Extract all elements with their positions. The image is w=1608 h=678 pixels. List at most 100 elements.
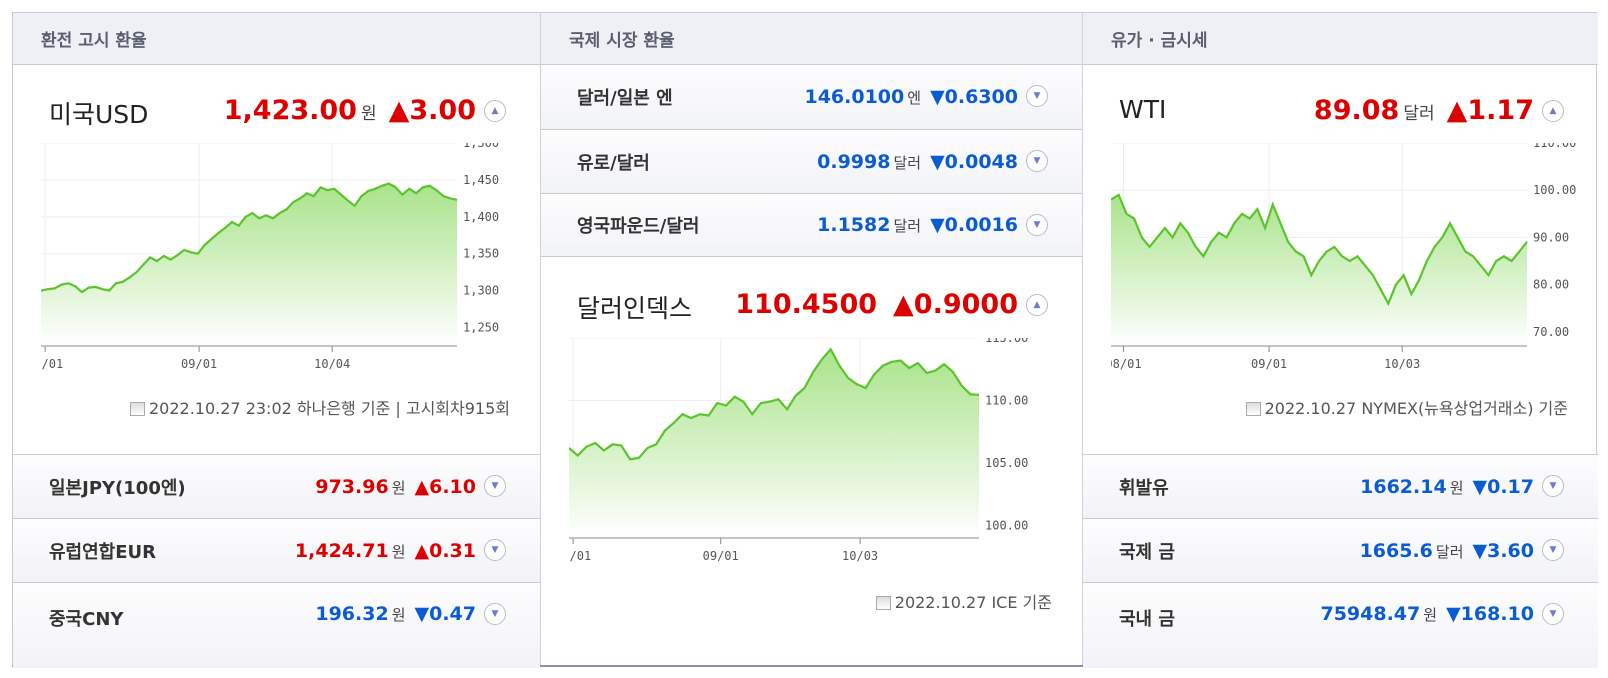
chevron-down-icon[interactable]: ▼ bbox=[1026, 214, 1048, 236]
intl-column: 국제 시장 환율 달러/일본 엔 146.0100 엔 ▼0.6300 ▼ 유로/달… bbox=[541, 13, 1083, 665]
currency-value: 196.32 원 ▼0.47 bbox=[315, 603, 476, 625]
oil-column: 유가 · 금시세 WTI 89.08 달러 ▲1.17 ▲ 110.00 100.… bbox=[1083, 13, 1598, 668]
change-value: ▼0.6300 bbox=[930, 86, 1018, 108]
rate-value: 1.1582 bbox=[817, 214, 891, 236]
unit-label: 엔 bbox=[907, 89, 922, 107]
chevron-up-icon[interactable]: ▲ bbox=[1026, 294, 1048, 316]
source-text: 2022.10.27 NYMEX(뉴욕상업거래소) 기준 bbox=[1264, 399, 1568, 418]
x-tick-label: 09/01 bbox=[1251, 357, 1287, 371]
document-icon bbox=[130, 402, 145, 416]
currency-row[interactable]: 중국CNY 196.32 원 ▼0.47 ▼ bbox=[13, 582, 540, 668]
chevron-up-icon[interactable]: ▲ bbox=[484, 100, 506, 122]
chevron-down-icon[interactable]: ▼ bbox=[1026, 150, 1048, 172]
commodity-name: 국내 금 bbox=[1119, 609, 1175, 630]
rate-value: 973.96 bbox=[315, 475, 389, 498]
currency-name: 유럽연합EUR bbox=[49, 541, 157, 563]
price-value: 1662.14 bbox=[1360, 475, 1447, 498]
wti-chart: 110.00 100.00 90.00 80.00 70.00 08/01 09/01 10/… bbox=[1111, 143, 1576, 371]
y-tick-label: 100.00 bbox=[1533, 183, 1576, 197]
series-line bbox=[569, 347, 980, 461]
area-fill bbox=[41, 183, 457, 346]
unit-label: 원 bbox=[391, 478, 406, 497]
commodity-name: WTI bbox=[1119, 95, 1167, 124]
exchange-column: 환전 고시 환율 미국USD 1,423.00 원 ▲3.00 ▲ 1,500 1… bbox=[13, 13, 541, 668]
chevron-down-icon[interactable]: ▼ bbox=[1026, 85, 1048, 107]
y-tick-label: 110.00 bbox=[985, 394, 1028, 408]
change-value: ▼0.0016 bbox=[930, 214, 1018, 236]
commodity-row[interactable]: 국제 금 1665.6 달러 ▼3.60 ▼ bbox=[1083, 518, 1598, 582]
currency-row[interactable]: 유로/달러 0.9998 달러 ▼0.0048 ▼ bbox=[541, 129, 1082, 193]
currency-row[interactable]: 달러/일본 엔 146.0100 엔 ▼0.6300 ▼ bbox=[541, 65, 1082, 129]
chevron-down-icon[interactable]: ▼ bbox=[1542, 475, 1564, 497]
rate-value: 196.32 bbox=[315, 603, 389, 625]
currency-name: 중국CNY bbox=[49, 609, 124, 630]
chevron-down-icon[interactable]: ▼ bbox=[484, 475, 506, 497]
dxy-value: 110.4500 ▲0.9000 bbox=[735, 289, 1018, 320]
usd-value: 1,423.00 원 ▲3.00 bbox=[224, 95, 476, 126]
x-tick-label: 10/04 bbox=[314, 357, 350, 371]
commodity-row[interactable]: 휘발유 1662.14 원 ▼0.17 ▼ bbox=[1083, 454, 1598, 518]
x-tick-label: 08/01 bbox=[41, 357, 63, 371]
unit-label: 원 bbox=[1449, 478, 1464, 497]
series-line bbox=[41, 182, 458, 294]
unit-label: 달러 bbox=[893, 217, 922, 235]
change-value: ▼3.60 bbox=[1472, 539, 1535, 562]
y-tick-label: 1,300 bbox=[463, 284, 499, 298]
currency-value: 1,424.71 원 ▲0.31 bbox=[295, 540, 476, 562]
y-tick-label: 1,500 bbox=[463, 143, 499, 150]
chevron-down-icon[interactable]: ▼ bbox=[1542, 603, 1564, 625]
currency-row[interactable]: 일본JPY(100엔) 973.96 원 ▲6.10 ▼ bbox=[13, 454, 540, 518]
chevron-down-icon[interactable]: ▼ bbox=[484, 539, 506, 561]
change-value: ▼0.0048 bbox=[930, 150, 1018, 173]
y-tick-label: 110.00 bbox=[1533, 143, 1576, 150]
change-value: ▼0.47 bbox=[414, 603, 477, 625]
currency-name: 미국USD bbox=[49, 100, 149, 129]
commodity-row[interactable]: 국내 금 75948.47 원 ▼168.10 ▼ bbox=[1083, 582, 1598, 668]
currency-value: 973.96 원 ▲6.10 bbox=[315, 476, 476, 498]
series-line bbox=[1111, 193, 1528, 307]
wti-value: 89.08 달러 ▲1.17 bbox=[1314, 95, 1534, 126]
dxy-chart: 115.00 110.00 105.00 100.00 08/01 09/01 10/03 bbox=[569, 338, 1028, 563]
currency-name: 일본JPY(100엔) bbox=[49, 477, 186, 499]
commodity-name: 국제 금 bbox=[1119, 541, 1175, 563]
usd-source: 2022.10.27 23:02 하나은행 기준 | 고시회차915회 bbox=[130, 395, 510, 419]
currency-row[interactable]: 유럽연합EUR 1,424.71 원 ▲0.31 ▼ bbox=[13, 518, 540, 582]
column-header: 유가 · 금시세 bbox=[1083, 13, 1598, 65]
x-tick-label: 10/03 bbox=[1384, 357, 1420, 371]
usd-summary: 미국USD 1,423.00 원 ▲3.00 ▲ bbox=[13, 95, 540, 129]
wti-summary: WTI 89.08 달러 ▲1.17 ▲ bbox=[1083, 95, 1598, 126]
column-header: 환전 고시 환율 bbox=[13, 13, 540, 65]
price-value: 1665.6 bbox=[1359, 539, 1433, 562]
x-tick-label: 10/03 bbox=[842, 549, 878, 563]
chevron-down-icon[interactable]: ▼ bbox=[484, 603, 506, 625]
rate-value: 110.4500 bbox=[735, 289, 878, 320]
commodity-value: 75948.47 원 ▼168.10 bbox=[1320, 603, 1534, 625]
pair-name: 영국파운드/달러 bbox=[577, 216, 700, 237]
market-widget: 환전 고시 환율 미국USD 1,423.00 원 ▲3.00 ▲ 1,500 1… bbox=[12, 12, 1598, 668]
x-tick-label: 09/01 bbox=[181, 357, 217, 371]
change-value: ▲0.31 bbox=[414, 539, 477, 562]
area-fill bbox=[569, 349, 979, 538]
document-icon bbox=[875, 596, 891, 610]
y-tick-label: 105.00 bbox=[985, 456, 1028, 470]
usd-chart: 1,500 1,450 1,400 1,350 1,300 1,250 08/01 09/01… bbox=[41, 143, 499, 371]
y-tick-label: 80.00 bbox=[1533, 278, 1569, 292]
rate-value: 1,423.00 bbox=[223, 95, 357, 126]
wti-source: 2022.10.27 NYMEX(뉴욕상업거래소) 기준 bbox=[1245, 395, 1568, 419]
unit-label: 달러 bbox=[893, 153, 922, 172]
y-tick-label: 1,450 bbox=[463, 173, 499, 187]
pair-value: 146.0100 엔 ▼0.6300 bbox=[804, 86, 1018, 108]
dxy-source: 2022.10.27 ICE 기준 bbox=[875, 589, 1052, 613]
source-text: 2022.10.27 23:02 하나은행 기준 | 고시회차915회 bbox=[149, 399, 510, 418]
chevron-down-icon[interactable]: ▼ bbox=[1542, 539, 1564, 561]
unit-label: 달러 bbox=[1403, 104, 1435, 124]
chevron-up-icon[interactable]: ▲ bbox=[1542, 100, 1564, 122]
change-value: ▲1.17 bbox=[1446, 95, 1534, 126]
y-tick-label: 70.00 bbox=[1533, 325, 1569, 339]
rate-value: 146.0100 bbox=[804, 86, 905, 108]
unit-label: 원 bbox=[1423, 606, 1438, 624]
currency-row[interactable]: 영국파운드/달러 1.1582 달러 ▼0.0016 ▼ bbox=[541, 193, 1082, 257]
commodity-name: 휘발유 bbox=[1119, 477, 1169, 499]
y-tick-label: 100.00 bbox=[985, 519, 1028, 533]
column-header: 국제 시장 환율 bbox=[541, 13, 1082, 65]
